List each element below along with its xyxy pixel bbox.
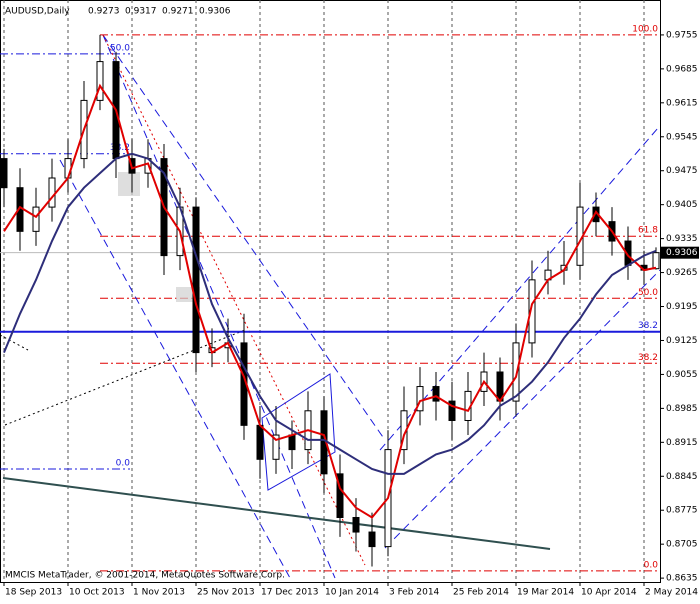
moving-average — [3, 83, 657, 519]
candle-body — [96, 61, 104, 101]
candle-body — [272, 434, 280, 460]
y-tick-label: 0.9755 — [666, 30, 698, 40]
fib-label: 38.2 — [110, 143, 130, 153]
candle-body — [432, 386, 440, 402]
y-tick-label: 0.9405 — [666, 200, 698, 210]
candle-body — [48, 177, 56, 208]
candle-body — [652, 252, 660, 270]
y-tick-label: 0.8985 — [666, 404, 698, 414]
fib-label: 38.2 — [638, 353, 658, 363]
fib-label: 100.0 — [632, 24, 658, 34]
x-tick-label: 3 Feb 2014 — [389, 588, 440, 598]
price-label: 0.9306 — [666, 248, 698, 258]
candle-body — [32, 206, 40, 232]
y-tick-label: 0.9265 — [666, 268, 698, 278]
y-tick-label: 0.8915 — [666, 438, 698, 448]
highlight-zone — [118, 172, 140, 196]
ohlc-close: 0.9306 — [199, 7, 231, 17]
x-tick-label: 25 Feb 2014 — [453, 588, 509, 598]
price-box — [661, 246, 699, 259]
x-tick-label: 10 Jan 2014 — [325, 588, 379, 598]
y-tick-label: 0.8635 — [666, 574, 698, 584]
candle-body — [192, 206, 200, 354]
x-tick-label: 10 Oct 2013 — [69, 588, 125, 598]
candle-body — [256, 424, 264, 460]
dotted-trend — [4, 329, 246, 426]
candle-body — [0, 158, 8, 189]
ohlc-high: 0.9317 — [125, 7, 157, 17]
ohlc-open: 0.9273 — [88, 7, 120, 17]
y-tick-label: 0.9335 — [666, 234, 698, 244]
y-tick-label: 0.9615 — [666, 98, 698, 108]
ohlc-low: 0.9271 — [162, 7, 194, 17]
x-tick-label: 19 Mar 2014 — [517, 588, 574, 598]
fib-label: 0.0 — [644, 560, 659, 570]
y-tick-label: 0.9685 — [666, 64, 698, 74]
channel-line — [102, 34, 386, 441]
channel-line — [102, 34, 336, 579]
candle-body — [416, 386, 424, 412]
fib-label: 0.0 — [116, 458, 131, 468]
y-tick-label: 0.9545 — [666, 132, 698, 142]
y-tick-label: 0.9475 — [666, 166, 698, 176]
fib-trend — [102, 34, 366, 566]
candle-body — [528, 279, 536, 344]
y-tick-label: 0.8775 — [666, 506, 698, 516]
channel-line — [384, 269, 661, 549]
x-tick-label: 2 May 2014 — [645, 588, 698, 598]
level-label: 38.2 — [638, 321, 658, 331]
x-tick-label: 18 Sep 2013 — [5, 588, 62, 598]
x-tick-label: 10 Apr 2014 — [581, 588, 637, 598]
fib-label: 61.8 — [638, 226, 658, 236]
y-tick-label: 0.8705 — [666, 540, 698, 550]
dotted-trend — [0, 334, 29, 351]
x-tick-label: 1 Nov 2013 — [133, 588, 185, 598]
support-line — [2, 477, 551, 550]
footer: MMCIS MetaTrader, © 2001-2014, MetaQuote… — [5, 571, 285, 581]
x-tick-label: 25 Nov 2013 — [197, 588, 255, 598]
x-tick-label: 17 Dec 2013 — [261, 588, 319, 598]
triangle-pattern — [261, 373, 336, 491]
y-tick-label: 0.9055 — [666, 370, 698, 380]
trend-objects — [0, 34, 661, 579]
y-tick-label: 0.9125 — [666, 336, 698, 346]
candle-body — [448, 400, 456, 421]
candle-body — [336, 473, 344, 518]
fib-label: 50.0 — [110, 43, 130, 53]
candle-body — [352, 516, 360, 533]
channel-line — [59, 159, 291, 579]
plot-frame — [0, 0, 661, 583]
symbol: AUDUSD,Daily — [5, 7, 70, 17]
candle-body — [512, 342, 520, 402]
y-tick-label: 0.8845 — [666, 472, 698, 482]
candle-body — [288, 434, 296, 451]
fib-label: 50.0 — [638, 288, 658, 298]
grid — [0, 0, 660, 582]
y-tick-label: 0.9195 — [666, 302, 698, 312]
candle-body — [368, 531, 376, 548]
moving-average — [3, 152, 657, 475]
channel-line — [379, 127, 659, 451]
